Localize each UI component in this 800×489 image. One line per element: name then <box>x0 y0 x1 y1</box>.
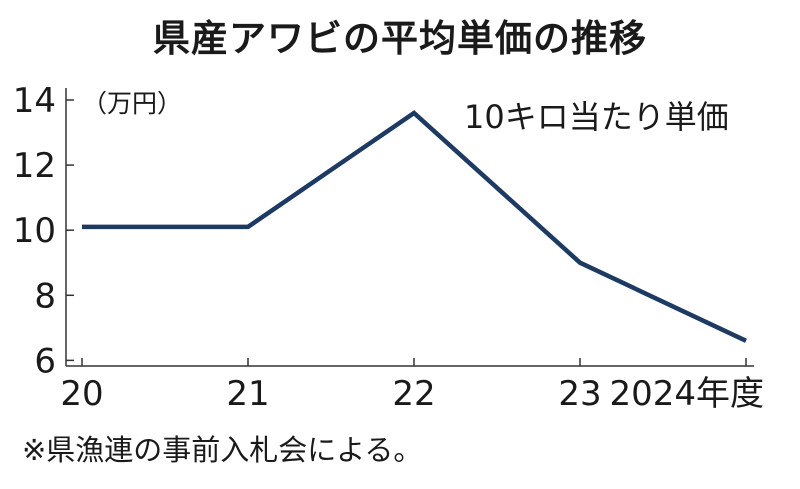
x-tick-label: 22 <box>392 374 435 414</box>
y-tick-label: 6 <box>34 341 56 381</box>
chart-title: 県産アワビの平均単価の推移 <box>153 17 647 60</box>
x-tick-label: 2024年度 <box>609 374 764 414</box>
y-tick-label: 10 <box>13 211 56 251</box>
x-tick-label: 23 <box>558 374 601 414</box>
x-tick-label: 20 <box>60 374 103 414</box>
y-tick-label: 8 <box>34 276 56 316</box>
price-basis-note: 10キロ当たり単価 <box>464 98 729 136</box>
y-tick-label: 12 <box>13 146 56 186</box>
y-tick-label: 14 <box>13 81 56 121</box>
x-tick-label: 21 <box>226 374 269 414</box>
series-line <box>82 110 747 343</box>
source-note: ※県漁連の事前入札会による。 <box>22 433 423 467</box>
y-unit-label: （万円） <box>82 89 183 118</box>
